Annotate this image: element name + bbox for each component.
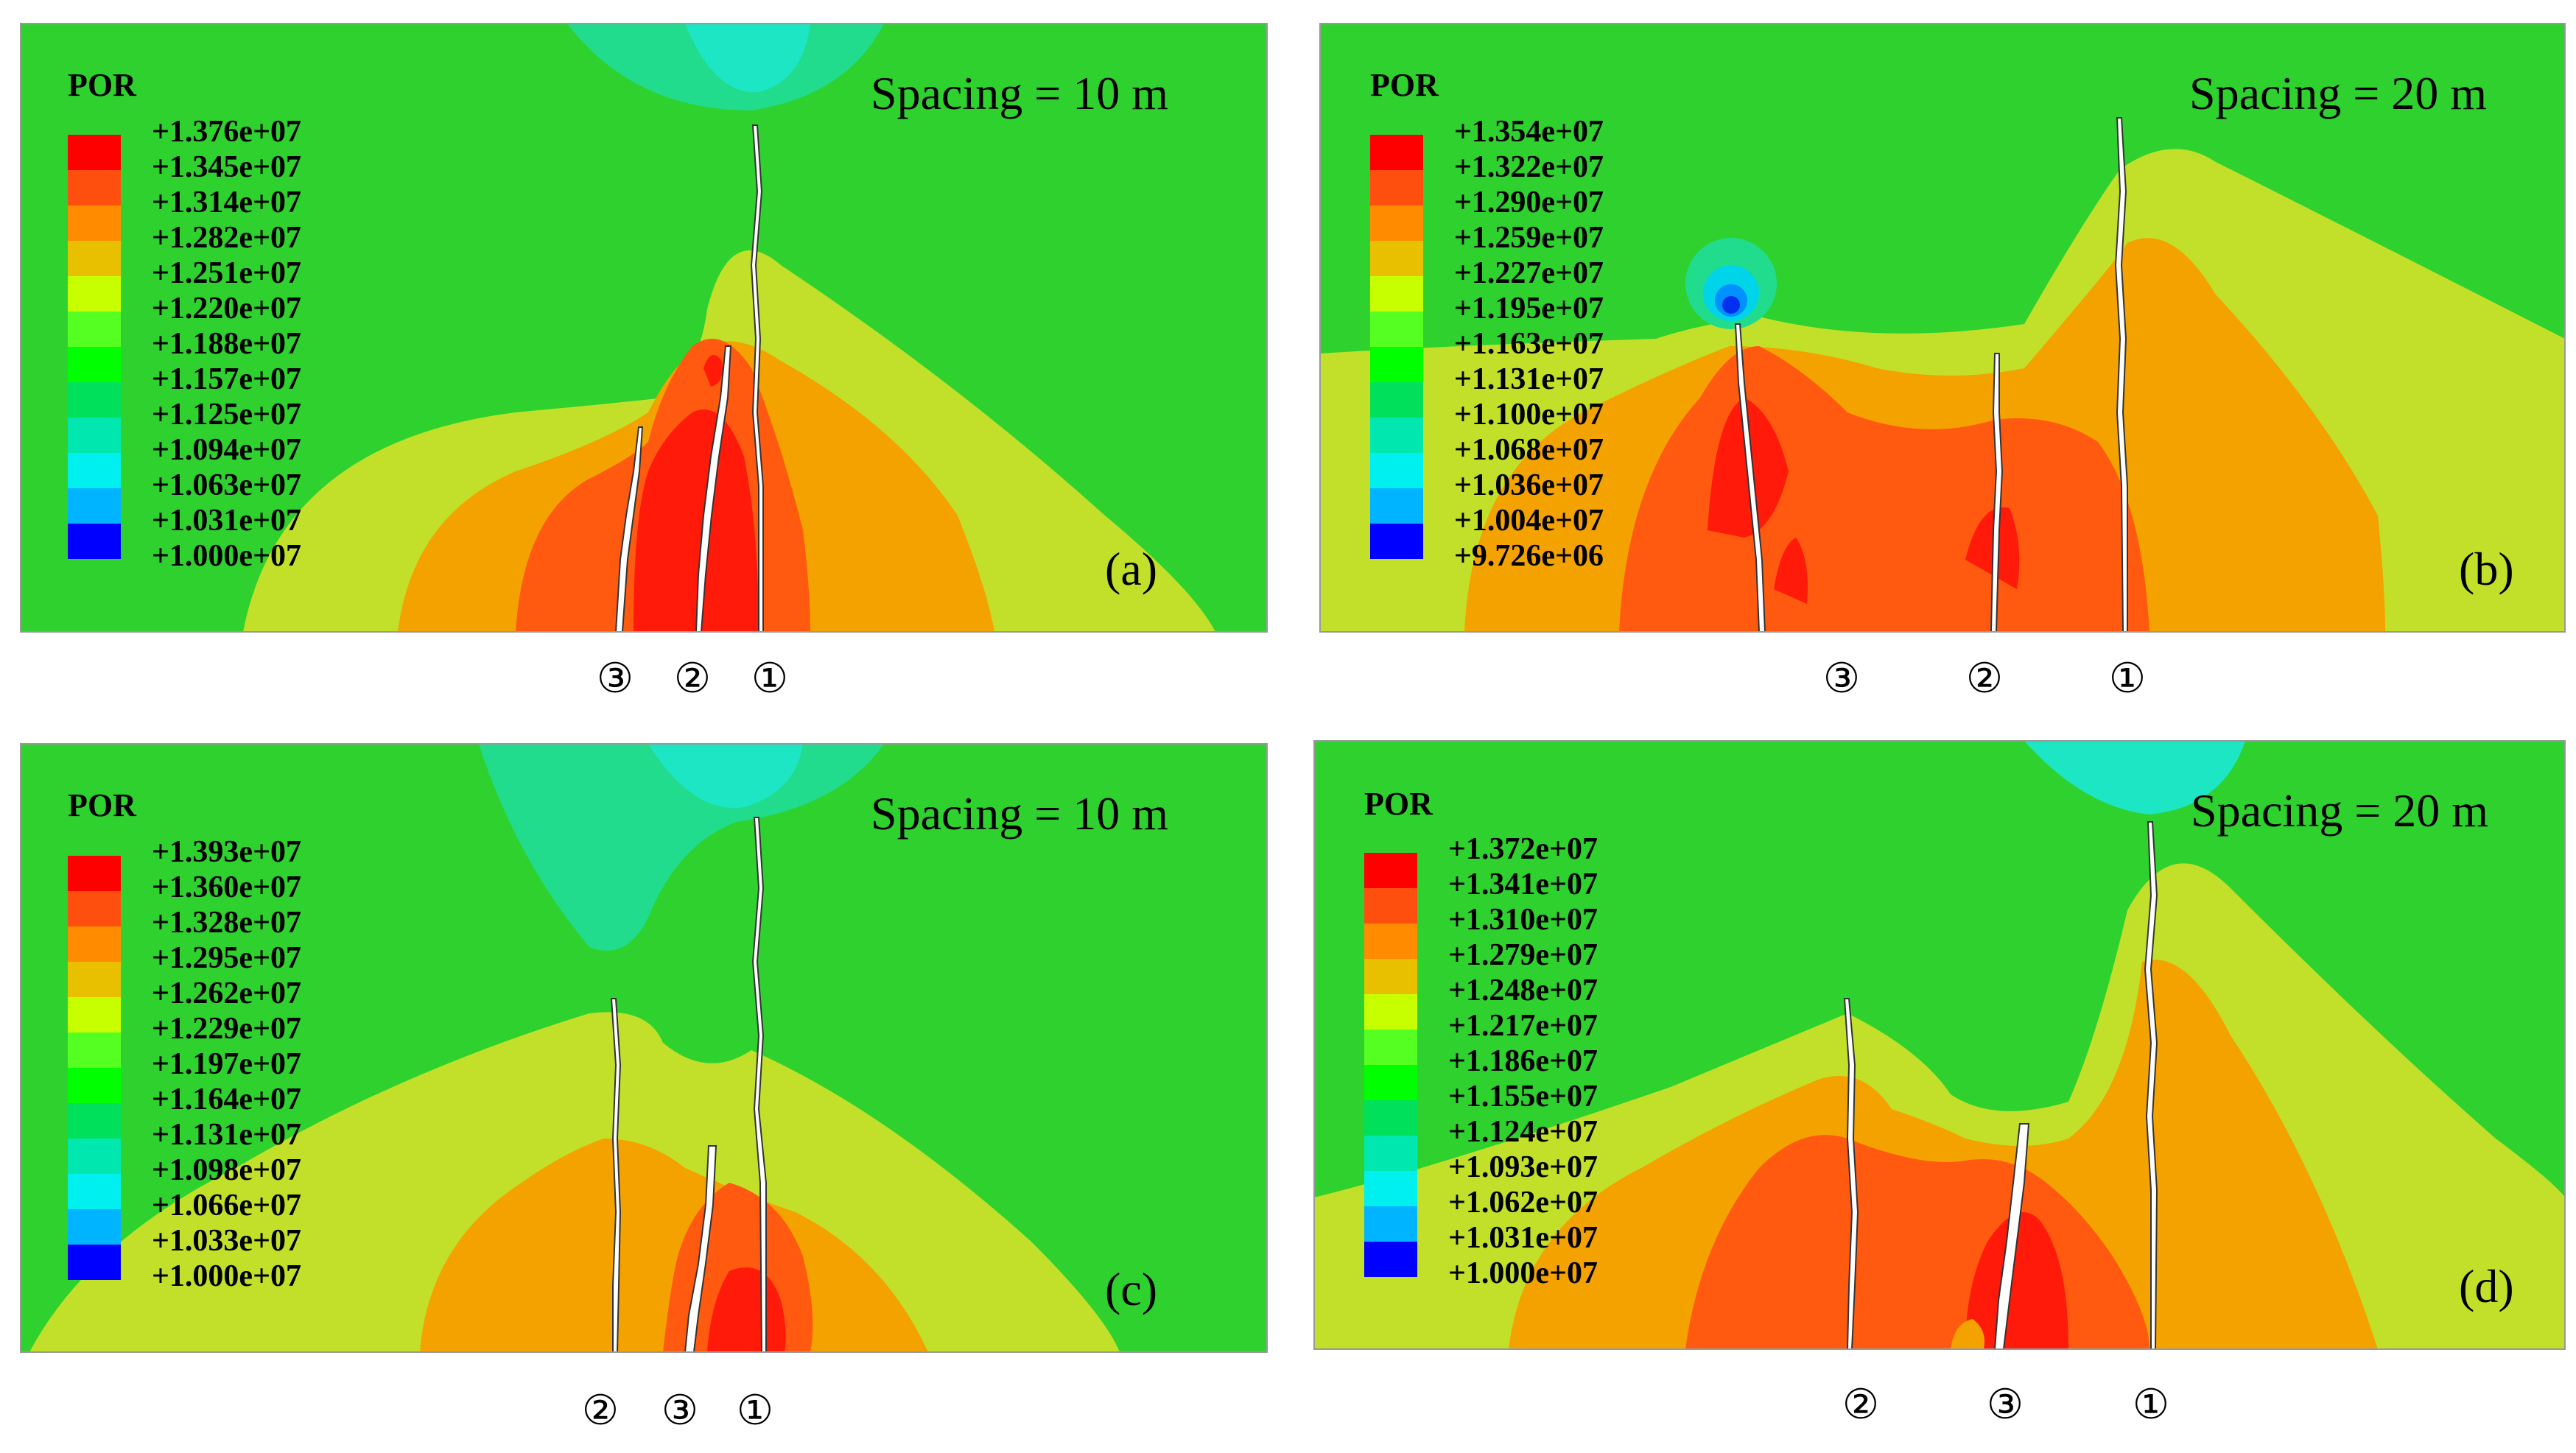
- legend-value: +1.372e+07: [1448, 832, 1598, 866]
- fracture-label: ①: [2133, 1382, 2169, 1428]
- legend-d: +1.372e+07 +1.341e+07 +1.310e+07 +1.279e…: [1364, 832, 1598, 1290]
- panel-label-c: (c): [1105, 1263, 1157, 1315]
- legend-title-d: POR: [1364, 786, 1433, 822]
- fracture-label: ①: [2109, 656, 2146, 702]
- legend-value: +1.360e+07: [152, 870, 301, 904]
- panel-d: POR +1.372e+07 +1.341e+07 +1.310e+07 +1.…: [1288, 726, 2576, 1453]
- legend-value: +1.000e+07: [152, 1259, 301, 1293]
- legend-value: +1.322e+07: [1454, 150, 1604, 184]
- contour-plot-a: [21, 24, 1267, 632]
- panel-c: POR +1.393e+07 +1.360e+07 +1.328e+07 +1.…: [0, 726, 1288, 1453]
- spacing-label-b: Spacing = 20 m: [2189, 67, 2487, 119]
- legend-value: +1.094e+07: [152, 433, 301, 467]
- spacing-label-c: Spacing = 10 m: [871, 787, 1168, 840]
- fracture-label: ②: [1842, 1382, 1879, 1428]
- legend-value: +1.100e+07: [1454, 398, 1604, 432]
- spacing-label-a: Spacing = 10 m: [871, 67, 1168, 119]
- legend-value: +1.295e+07: [152, 941, 301, 975]
- legend-title-b: POR: [1370, 67, 1439, 103]
- legend-value: +1.354e+07: [1454, 115, 1604, 149]
- legend-value: +1.163e+07: [1454, 327, 1604, 361]
- legend-value: +1.262e+07: [152, 977, 301, 1010]
- legend-a: +1.376e+07 +1.345e+07 +1.314e+07 +1.282e…: [68, 115, 301, 573]
- legend-value: +1.310e+07: [1448, 903, 1598, 937]
- legend-value: +1.066e+07: [152, 1189, 301, 1222]
- legend-value: +1.062e+07: [1448, 1186, 1598, 1220]
- legend-value: +1.124e+07: [1448, 1115, 1598, 1149]
- fracture-label: ②: [1966, 656, 2003, 702]
- legend-value: +1.220e+07: [152, 292, 301, 326]
- contour-plot-c: [21, 744, 1267, 1352]
- panel-a: POR +1.376e+07 +1.345e+07 +1.314e+07 +1.…: [0, 0, 1288, 726]
- legend-value: +1.131e+07: [152, 1118, 301, 1152]
- legend-value: +1.314e+07: [152, 186, 301, 219]
- legend-value: +1.033e+07: [152, 1224, 301, 1258]
- legend-value: +1.328e+07: [152, 906, 301, 940]
- legend-value: +9.726e+06: [1454, 539, 1604, 573]
- legend-value: +1.197e+07: [152, 1047, 301, 1081]
- legend-value: +1.063e+07: [152, 468, 301, 502]
- panel-c-figure: POR +1.393e+07 +1.360e+07 +1.328e+07 +1.…: [20, 743, 1268, 1434]
- legend-value: +1.345e+07: [152, 150, 301, 184]
- legend-value: +1.036e+07: [1454, 468, 1604, 502]
- legend-b: +1.354e+07 +1.322e+07 +1.290e+07 +1.259e…: [1370, 115, 1604, 573]
- panel-label-d: (d): [2459, 1260, 2514, 1312]
- legend-value: +1.098e+07: [152, 1153, 301, 1187]
- panel-b-figure: POR +1.354e+07 +1.322e+07 +1.290e+07 +1.…: [1319, 23, 2566, 702]
- legend-value: +1.282e+07: [152, 221, 301, 255]
- legend-value: +1.341e+07: [1448, 868, 1598, 901]
- legend-value: +1.217e+07: [1448, 1009, 1598, 1043]
- legend-title-a: POR: [68, 67, 137, 103]
- legend-value: +1.093e+07: [1448, 1150, 1598, 1184]
- fracture-label: ③: [597, 656, 634, 702]
- panel-label-b: (b): [2459, 543, 2514, 595]
- legend-value: +1.004e+07: [1454, 504, 1604, 538]
- legend-title-c: POR: [68, 787, 137, 823]
- legend-value: +1.000e+07: [152, 539, 301, 573]
- legend-value: +1.248e+07: [1448, 974, 1598, 1007]
- legend-value: +1.227e+07: [1454, 256, 1604, 290]
- legend-value: +1.251e+07: [152, 256, 301, 290]
- legend-value: +1.000e+07: [1448, 1256, 1598, 1290]
- legend-value: +1.195e+07: [1454, 292, 1604, 326]
- fracture-label: ①: [737, 1388, 773, 1434]
- legend-value: +1.068e+07: [1454, 433, 1604, 467]
- panel-a-figure: POR +1.376e+07 +1.345e+07 +1.314e+07 +1.…: [20, 23, 1268, 702]
- legend-value: +1.279e+07: [1448, 938, 1598, 972]
- panel-b: POR +1.354e+07 +1.322e+07 +1.290e+07 +1.…: [1288, 0, 2576, 726]
- legend-value: +1.188e+07: [152, 327, 301, 361]
- fracture-label: ③: [1987, 1382, 2024, 1428]
- legend-value: +1.125e+07: [152, 398, 301, 432]
- legend-value: +1.376e+07: [152, 115, 301, 149]
- panel-label-a: (a): [1105, 543, 1157, 595]
- legend-value: +1.157e+07: [152, 362, 301, 396]
- legend-value: +1.393e+07: [152, 835, 301, 869]
- legend-value: +1.290e+07: [1454, 186, 1604, 219]
- legend-value: +1.131e+07: [1454, 362, 1604, 396]
- legend-value: +1.259e+07: [1454, 221, 1604, 255]
- legend-value: +1.031e+07: [152, 504, 301, 538]
- legend-value: +1.155e+07: [1448, 1080, 1598, 1114]
- fracture-label: ③: [661, 1388, 698, 1434]
- legend-value: +1.186e+07: [1448, 1044, 1598, 1078]
- legend-value: +1.164e+07: [152, 1083, 301, 1116]
- fracture-label: ②: [582, 1388, 619, 1434]
- legend-value: +1.031e+07: [1448, 1221, 1598, 1255]
- fracture-label: ①: [751, 656, 788, 702]
- contour-plot-d: [1314, 741, 2565, 1349]
- legend-c: +1.393e+07 +1.360e+07 +1.328e+07 +1.295e…: [68, 835, 301, 1293]
- spacing-label-d: Spacing = 20 m: [2191, 784, 2488, 837]
- panel-d-figure: POR +1.372e+07 +1.341e+07 +1.310e+07 +1.…: [1313, 740, 2566, 1428]
- fracture-label: ③: [1823, 656, 1860, 702]
- fracture-label: ②: [674, 656, 711, 702]
- contour-plot-b: [1320, 24, 2565, 632]
- legend-value: +1.229e+07: [152, 1012, 301, 1046]
